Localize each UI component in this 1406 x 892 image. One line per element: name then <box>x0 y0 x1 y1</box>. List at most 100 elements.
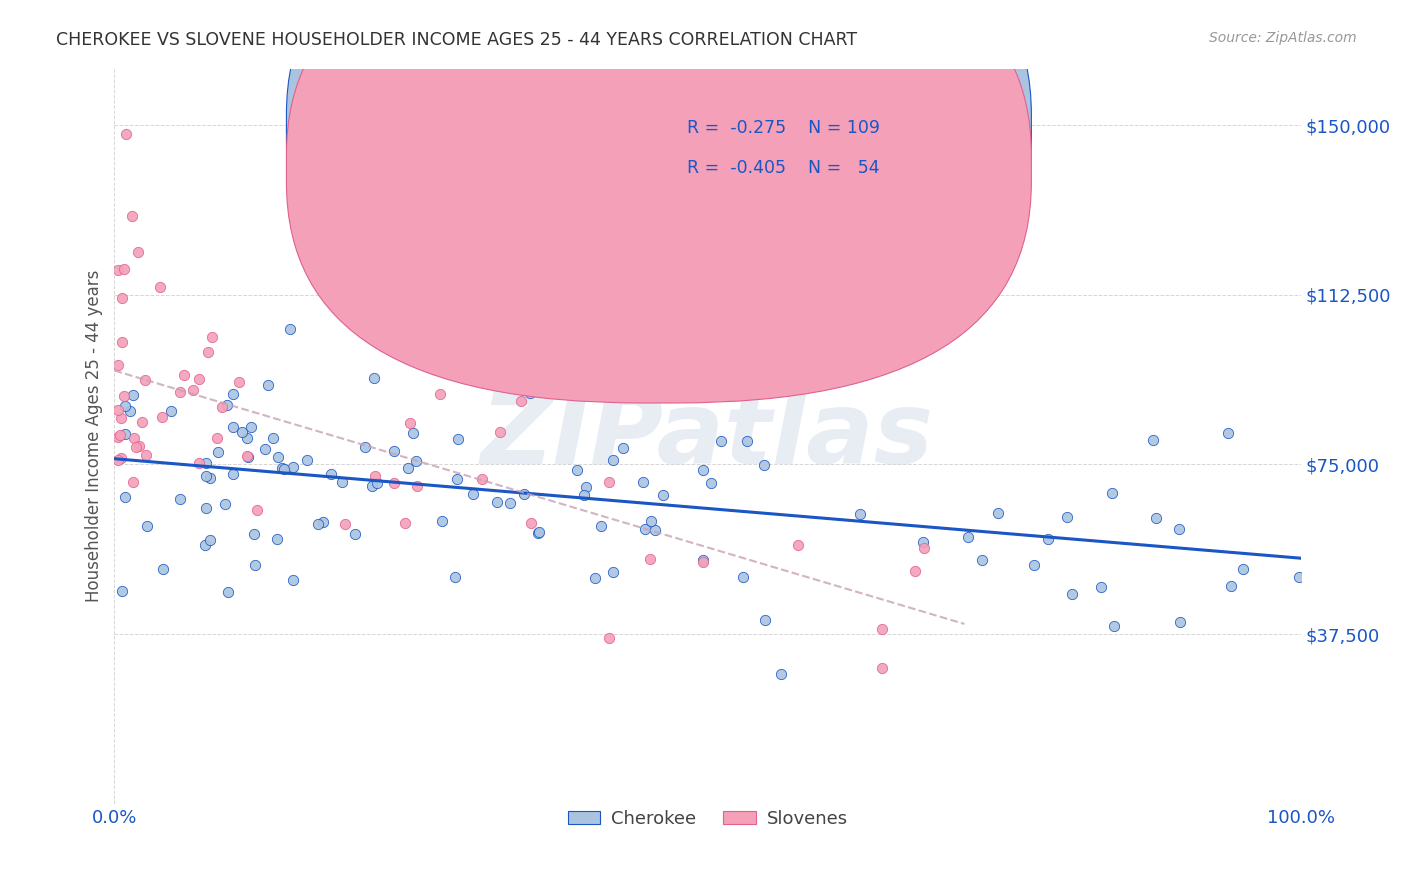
Point <box>787 538 810 552</box>
Point <box>307 517 329 532</box>
Point <box>124 440 146 454</box>
Point <box>188 457 211 471</box>
Point <box>401 426 423 441</box>
Point <box>246 503 269 517</box>
Point <box>236 431 259 445</box>
Point <box>222 467 245 481</box>
Point <box>513 487 536 501</box>
Point <box>228 375 250 389</box>
Point <box>193 538 215 552</box>
Point <box>198 471 221 485</box>
Point <box>110 291 132 305</box>
Point <box>602 453 624 467</box>
Point <box>710 434 733 448</box>
Point <box>214 497 236 511</box>
Point <box>221 420 243 434</box>
Point <box>112 261 135 276</box>
Point <box>152 562 174 576</box>
Point <box>243 527 266 541</box>
Point <box>987 507 1010 521</box>
Point <box>297 453 319 467</box>
Point <box>1056 509 1078 524</box>
Point <box>405 454 427 468</box>
Point <box>598 631 620 645</box>
Point <box>430 514 453 528</box>
Point <box>271 461 294 475</box>
Point <box>692 463 714 477</box>
Point <box>1232 562 1254 576</box>
Point <box>443 570 465 584</box>
Point <box>122 475 145 490</box>
Point <box>194 457 217 471</box>
Point <box>107 453 129 467</box>
Point <box>598 475 620 490</box>
Point <box>446 472 468 486</box>
Point <box>754 613 776 627</box>
Point <box>267 450 290 464</box>
Point <box>107 402 129 417</box>
Point <box>217 585 239 599</box>
Point <box>127 244 149 259</box>
Point <box>531 347 554 361</box>
Point <box>638 551 661 566</box>
Point <box>280 322 302 336</box>
Point <box>872 661 894 675</box>
Point <box>194 501 217 516</box>
Point <box>222 387 245 401</box>
Point <box>1216 425 1239 440</box>
Point <box>405 479 427 493</box>
Point <box>198 533 221 547</box>
Point <box>181 383 204 397</box>
Point <box>107 263 129 277</box>
Point <box>1168 615 1191 629</box>
Point <box>344 527 367 541</box>
Point <box>253 442 276 456</box>
Point <box>273 461 295 475</box>
Point <box>108 427 131 442</box>
Point <box>205 431 228 445</box>
Point <box>731 570 754 584</box>
Point <box>111 583 134 598</box>
Point <box>110 450 132 465</box>
Point <box>385 324 408 338</box>
Point <box>574 488 596 502</box>
Point <box>169 492 191 507</box>
Point <box>526 525 548 540</box>
Point <box>770 666 793 681</box>
Point <box>283 574 305 588</box>
FancyBboxPatch shape <box>624 95 915 219</box>
Point <box>335 517 357 532</box>
Point <box>1142 433 1164 447</box>
Point <box>107 358 129 372</box>
Point <box>1036 533 1059 547</box>
Point <box>849 507 872 521</box>
Point <box>1060 587 1083 601</box>
Point <box>364 469 387 483</box>
Point <box>644 523 666 537</box>
Point <box>231 425 253 440</box>
Point <box>519 516 541 530</box>
Point <box>700 476 723 491</box>
Point <box>485 495 508 509</box>
Point <box>1022 558 1045 572</box>
Point <box>1288 569 1310 583</box>
Point <box>583 571 606 585</box>
Point <box>904 565 927 579</box>
Point <box>735 434 758 448</box>
Point <box>239 420 262 434</box>
Point <box>471 472 494 486</box>
FancyBboxPatch shape <box>287 0 1032 362</box>
Point <box>197 344 219 359</box>
Point <box>1167 522 1189 536</box>
Point <box>107 430 129 444</box>
Point <box>122 431 145 445</box>
Text: R =  -0.405    N =   54: R = -0.405 N = 54 <box>688 160 880 178</box>
Point <box>114 427 136 442</box>
Point <box>211 400 233 414</box>
Point <box>148 280 170 294</box>
Point <box>135 448 157 462</box>
Point <box>353 440 375 454</box>
Point <box>692 553 714 567</box>
Point <box>1144 511 1167 525</box>
Point <box>612 441 634 455</box>
